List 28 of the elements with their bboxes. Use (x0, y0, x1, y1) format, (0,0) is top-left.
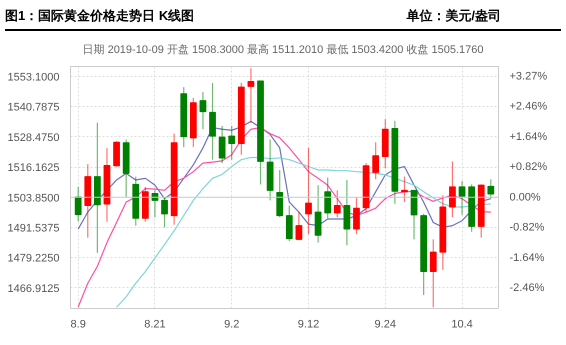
chart-title: 图1：国际黄金价格走势日 K线图 (5, 7, 194, 25)
y2-tick-label: -1.64% (510, 252, 545, 264)
line-series (78, 120, 492, 230)
y-tick-label: 1540.7875 (8, 102, 60, 114)
line-series (78, 126, 492, 308)
x-tick-label: 9.12 (298, 318, 320, 330)
y2-tick-label: +0.82% (510, 161, 548, 174)
line-series (116, 156, 492, 308)
y2-tick-label: +2.46% (510, 100, 548, 113)
x-tick-label: 9.24 (374, 318, 396, 330)
y2-tick-label: 0.00% (510, 191, 541, 204)
y-tick-label: 1466.9125 (8, 282, 60, 295)
y-tick-label: 1516.1625 (8, 162, 60, 174)
x-tick-label: 8.21 (144, 318, 166, 330)
y-tick-label: 1479.2250 (8, 252, 60, 265)
y-tick-label: 1553.1000 (8, 72, 60, 84)
y-tick-label: 1491.5375 (8, 222, 60, 234)
y-tick-label: 1503.8500 (8, 192, 60, 204)
x-tick-label: 8.9 (70, 318, 86, 330)
y2-tick-label: -2.46% (510, 282, 545, 294)
x-tick-label: 10.4 (451, 318, 473, 330)
x-tick-label: 9.2 (224, 318, 240, 330)
y2-tick-label: -0.82% (510, 222, 545, 234)
y2-tick-label: +1.64% (510, 130, 548, 143)
y-tick-label: 1528.4750 (8, 132, 60, 144)
chart-subtitle: 单位：美元/盎司 (406, 7, 501, 25)
text: 日期 2019-10-09 开盘 1508.3000 最高 1511.2010 最低 1503.4200 收盘 1505.1760 (82, 43, 484, 58)
y2-tick-label: +3.27% (510, 70, 548, 83)
